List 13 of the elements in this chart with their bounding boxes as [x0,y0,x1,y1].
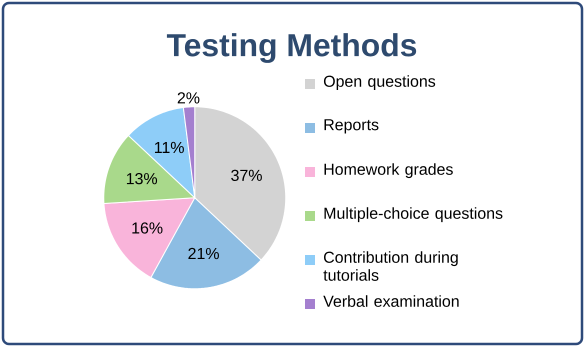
legend-label: Homework grades [324,163,453,178]
data-label: 2% [178,92,200,104]
data-label: 37% [231,170,262,181]
chart-title: Testing Methods [166,33,416,63]
legend-label: Verbal examination [323,295,459,307]
data-label: 11% [154,142,184,154]
legend-label: Open questions [324,75,436,90]
legend-label: Reports [324,119,378,134]
legend-label: Contribution during tutorials [323,251,458,281]
data-label: 16% [132,222,162,234]
data-label: 21% [188,248,219,260]
legend-label: Multiple-choice questions [324,207,502,222]
data-label: 13% [126,173,158,184]
